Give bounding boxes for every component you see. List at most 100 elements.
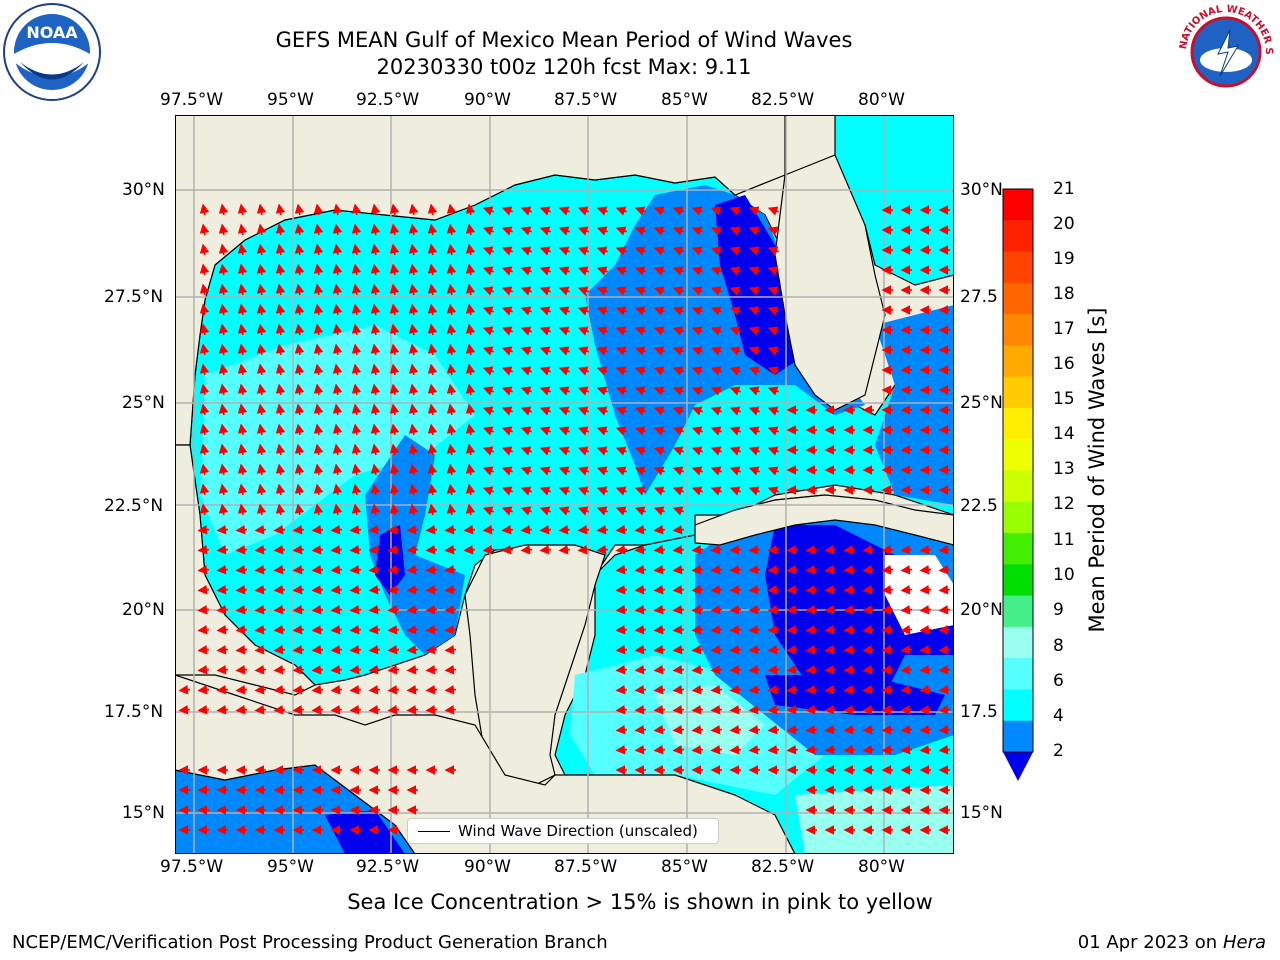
wind-wave-arrow	[254, 524, 267, 535]
wind-wave-arrow	[482, 326, 494, 336]
wind-wave-arrow	[275, 303, 286, 316]
wind-wave-arrow	[672, 246, 684, 256]
wind-wave-arrow	[691, 386, 703, 396]
colorbar-band	[1003, 595, 1033, 628]
wind-wave-arrow	[520, 544, 533, 555]
wind-wave-arrow	[539, 506, 551, 516]
wind-wave-arrow	[729, 704, 742, 715]
wind-wave-arrow	[577, 406, 589, 416]
footer-date: 01 Apr 2023 on Hera	[1078, 932, 1266, 953]
wind-wave-arrow	[672, 466, 684, 476]
wind-wave-arrow	[729, 684, 742, 695]
wind-wave-arrow	[615, 206, 627, 216]
wind-wave-arrow	[368, 644, 381, 655]
wind-wave-arrow	[558, 426, 570, 436]
wind-wave-arrow	[672, 724, 685, 735]
wind-wave-arrow	[615, 486, 627, 496]
wind-wave-arrow	[634, 426, 646, 436]
wind-wave-arrow	[881, 724, 894, 735]
wind-wave-arrow	[199, 423, 210, 436]
wind-wave-arrow	[313, 283, 324, 296]
wind-wave-arrow	[653, 684, 666, 695]
wind-wave-arrow	[672, 346, 684, 356]
wind-wave-arrow	[672, 426, 684, 436]
wind-wave-arrow	[330, 544, 343, 555]
wind-wave-arrow	[577, 486, 589, 496]
wind-wave-arrow	[938, 544, 951, 555]
wind-wave-arrow	[634, 466, 646, 476]
wind-wave-arrow	[256, 283, 267, 296]
wind-wave-arrow	[653, 724, 666, 735]
wind-wave-arrow	[294, 403, 305, 416]
wind-wave-arrow	[313, 483, 324, 496]
wind-wave-arrow	[482, 366, 494, 376]
wind-wave-arrow	[558, 286, 570, 296]
wind-wave-arrow	[710, 544, 723, 555]
wind-wave-arrow	[332, 363, 343, 376]
wind-wave-arrow	[482, 306, 494, 316]
colorbar-tick: 16	[1053, 354, 1075, 374]
wind-wave-arrow	[843, 624, 856, 635]
legend: Wind Wave Direction (unscaled)	[407, 818, 719, 844]
wind-wave-arrow	[501, 426, 513, 436]
wind-wave-arrow	[446, 243, 457, 256]
wind-wave-arrow	[273, 544, 286, 555]
wind-wave-arrow	[313, 383, 324, 396]
wind-wave-arrow	[748, 604, 761, 615]
wind-wave-arrow	[767, 664, 780, 675]
wind-wave-arrow	[482, 486, 494, 496]
wind-wave-arrow	[577, 426, 589, 436]
wind-wave-arrow	[862, 624, 875, 635]
wind-wave-arrow	[596, 266, 608, 276]
wind-wave-arrow	[387, 704, 400, 715]
wind-wave-arrow	[275, 383, 286, 396]
wind-wave-arrow	[710, 584, 723, 595]
wind-wave-arrow	[351, 363, 362, 376]
wind-wave-arrow	[408, 263, 419, 276]
wind-wave-arrow	[577, 466, 589, 476]
wind-wave-arrow	[351, 443, 362, 456]
wind-wave-arrow	[615, 406, 627, 416]
wind-wave-arrow	[615, 326, 627, 336]
colorbar-band	[1003, 564, 1033, 597]
wind-wave-arrow	[710, 386, 722, 396]
wind-wave-arrow	[653, 604, 666, 615]
wind-wave-arrow	[446, 463, 457, 476]
wind-wave-arrow	[256, 223, 267, 236]
wind-wave-arrow	[767, 346, 779, 356]
wind-wave-arrow	[368, 624, 381, 635]
wind-wave-arrow	[237, 343, 248, 356]
wind-wave-arrow	[197, 564, 210, 575]
wind-wave-arrow	[539, 366, 551, 376]
wind-wave-arrow	[596, 246, 608, 256]
wind-wave-arrow	[444, 524, 457, 535]
wind-wave-arrow	[446, 283, 457, 296]
wind-wave-arrow	[615, 624, 628, 635]
wind-wave-arrow	[691, 346, 703, 356]
colorbar-tick: 21	[1053, 179, 1075, 199]
wind-wave-arrow	[465, 383, 476, 396]
period-below-2-northeast	[715, 195, 805, 375]
wind-wave-arrow	[446, 263, 457, 276]
wind-wave-arrow	[332, 343, 343, 356]
wind-wave-arrow	[539, 246, 551, 256]
wind-wave-arrow	[292, 584, 305, 595]
wind-wave-arrow	[425, 524, 438, 535]
wind-wave-arrow	[235, 524, 248, 535]
wind-wave-arrow	[311, 544, 324, 555]
no-data-region	[885, 555, 954, 635]
wind-wave-arrow	[256, 203, 267, 216]
wind-wave-arrow	[351, 403, 362, 416]
wind-wave-arrow	[199, 243, 210, 256]
wind-wave-arrow	[465, 283, 476, 296]
wind-wave-arrow	[463, 544, 476, 555]
wind-wave-arrow	[691, 246, 703, 256]
lat-tick-right: 30°N	[960, 180, 1003, 200]
wind-wave-arrow	[254, 604, 267, 615]
wind-wave-arrow	[634, 624, 647, 635]
wind-wave-arrow	[199, 463, 210, 476]
wind-wave-arrow	[387, 524, 400, 535]
wind-wave-arrow	[254, 564, 267, 575]
wind-wave-arrow	[520, 426, 532, 436]
wind-wave-arrow	[577, 346, 589, 356]
